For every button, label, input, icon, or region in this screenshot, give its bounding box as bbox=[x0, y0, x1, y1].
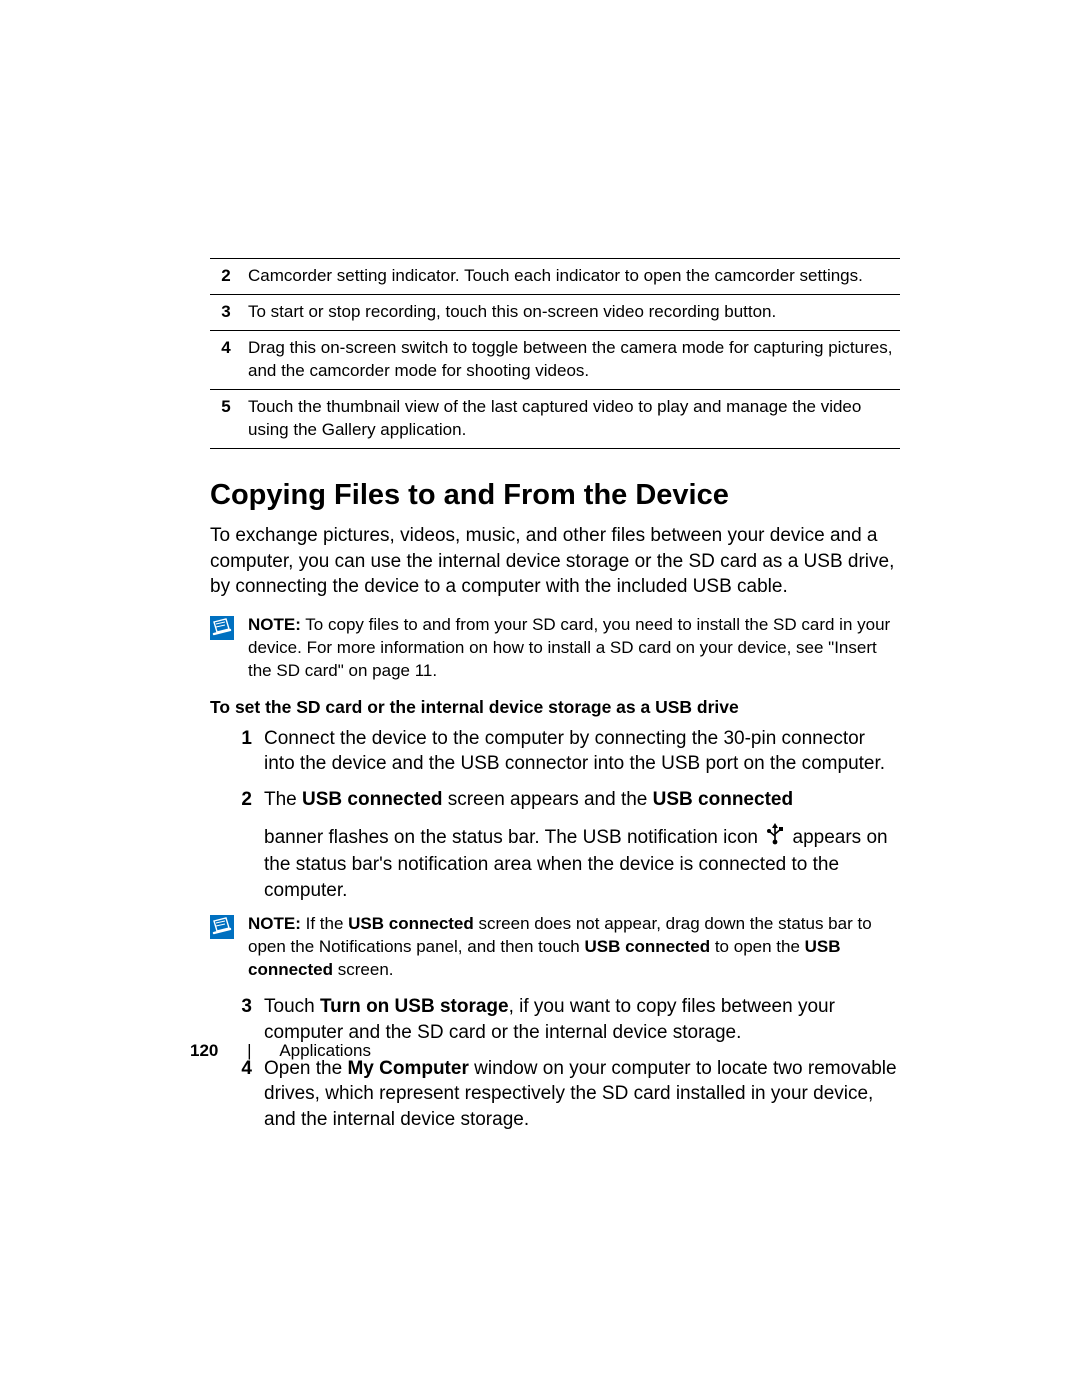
bold-fragment: USB connected bbox=[653, 789, 793, 810]
row-number: 2 bbox=[210, 259, 248, 295]
text-fragment: Touch bbox=[264, 996, 320, 1017]
table-row: 2 Camcorder setting indicator. Touch eac… bbox=[210, 259, 900, 295]
step-text: Open the My Computer window on your comp… bbox=[264, 1056, 900, 1133]
row-number: 5 bbox=[210, 389, 248, 448]
note-text: NOTE: If the USB connected screen does n… bbox=[248, 913, 900, 982]
row-number: 4 bbox=[210, 330, 248, 389]
row-number: 3 bbox=[210, 294, 248, 330]
note-block: NOTE: If the USB connected screen does n… bbox=[210, 913, 900, 982]
note-body: To copy files to and from your SD card, … bbox=[248, 615, 890, 680]
table-row: 4 Drag this on-screen switch to toggle b… bbox=[210, 330, 900, 389]
section-name: Applications bbox=[279, 1041, 371, 1060]
table-row: 5 Touch the thumbnail view of the last c… bbox=[210, 389, 900, 448]
footer-separator: | bbox=[247, 1041, 251, 1060]
step-text: Touch Turn on USB storage, if you want t… bbox=[264, 994, 900, 1045]
text-fragment: screen. bbox=[333, 960, 393, 979]
row-text: Drag this on-screen switch to toggle bet… bbox=[248, 330, 900, 389]
row-text: To start or stop recording, touch this o… bbox=[248, 294, 900, 330]
step-item: 2 The USB connected screen appears and t… bbox=[228, 787, 900, 904]
bold-fragment: USB connected bbox=[348, 914, 474, 933]
step-text: The USB connected screen appears and the… bbox=[264, 787, 900, 904]
note-text: NOTE: To copy files to and from your SD … bbox=[248, 614, 900, 683]
text-fragment: The bbox=[264, 789, 302, 810]
note-label: NOTE: bbox=[248, 914, 301, 933]
step-number: 1 bbox=[228, 726, 264, 752]
row-text: Touch the thumbnail view of the last cap… bbox=[248, 389, 900, 448]
bold-fragment: USB connected bbox=[302, 789, 442, 810]
numbered-table: 2 Camcorder setting indicator. Touch eac… bbox=[210, 258, 900, 449]
note-icon bbox=[210, 616, 234, 640]
steps-list-continued: 3 Touch Turn on USB storage, if you want… bbox=[210, 994, 900, 1132]
text-fragment: to open the bbox=[710, 937, 805, 956]
note-label: NOTE: bbox=[248, 615, 301, 634]
steps-list: 1 Connect the device to the computer by … bbox=[210, 726, 900, 904]
text-fragment: banner flashes on the status bar. The US… bbox=[264, 826, 763, 847]
step-number: 2 bbox=[228, 787, 264, 813]
page-number: 120 bbox=[190, 1041, 218, 1060]
step-continuation: banner flashes on the status bar. The US… bbox=[264, 823, 900, 904]
note-block: NOTE: To copy files to and from your SD … bbox=[210, 614, 900, 683]
bold-fragment: Turn on USB storage bbox=[320, 996, 509, 1017]
text-fragment: If the bbox=[301, 914, 348, 933]
bold-fragment: USB connected bbox=[584, 937, 710, 956]
step-number: 3 bbox=[228, 994, 264, 1020]
row-text: Camcorder setting indicator. Touch each … bbox=[248, 259, 900, 295]
step-item: 4 Open the My Computer window on your co… bbox=[228, 1056, 900, 1133]
table-row: 3 To start or stop recording, touch this… bbox=[210, 294, 900, 330]
subheading: To set the SD card or the internal devic… bbox=[210, 697, 900, 718]
note-icon bbox=[210, 915, 234, 939]
section-heading: Copying Files to and From the Device bbox=[210, 477, 900, 513]
page: 2 Camcorder setting indicator. Touch eac… bbox=[0, 0, 1080, 1397]
intro-paragraph: To exchange pictures, videos, music, and… bbox=[210, 523, 900, 600]
usb-icon bbox=[765, 823, 785, 853]
step-item: 1 Connect the device to the computer by … bbox=[228, 726, 900, 777]
step-item: 3 Touch Turn on USB storage, if you want… bbox=[228, 994, 900, 1045]
step-text: Connect the device to the computer by co… bbox=[264, 726, 900, 777]
page-footer: 120 | Applications bbox=[190, 1041, 371, 1061]
text-fragment: screen appears and the bbox=[442, 789, 652, 810]
